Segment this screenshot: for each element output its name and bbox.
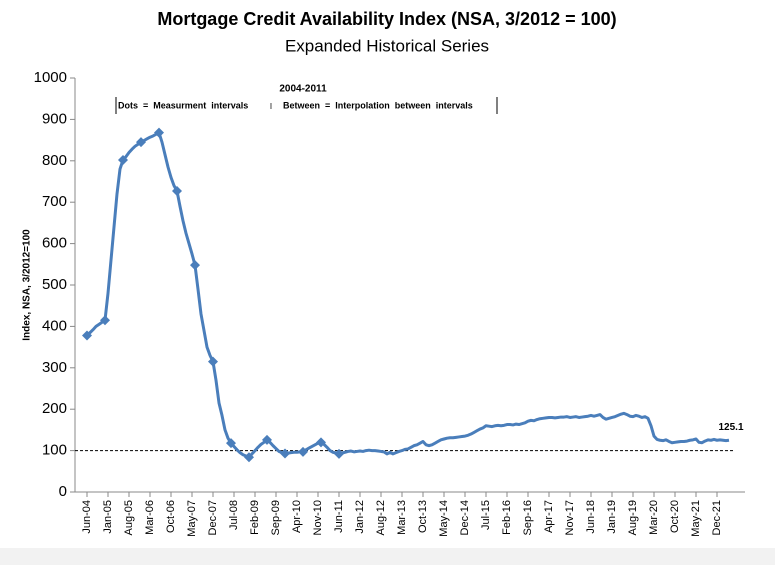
data-point: [100, 315, 110, 326]
data-point: [226, 438, 236, 449]
x-tick-label: Nov-10: [312, 500, 324, 535]
footer-band: [0, 548, 775, 565]
y-tick-label: 800: [42, 152, 67, 169]
data-point: [118, 154, 128, 165]
x-tick-label: Dec-21: [711, 500, 723, 535]
x-tick-label: Oct-06: [165, 500, 177, 533]
y-tick-label: 600: [42, 235, 67, 252]
y-tick-label: 200: [42, 400, 67, 417]
x-tick-label: Jul-08: [228, 500, 240, 530]
data-point: [262, 434, 272, 445]
value-label: 125.1: [718, 422, 743, 433]
x-tick-label: Jun-18: [585, 500, 597, 534]
y-tick-label: 100: [42, 442, 67, 459]
x-tick-label: Aug-12: [375, 500, 387, 535]
data-point: [136, 137, 146, 148]
x-tick-label: Oct-13: [417, 500, 429, 533]
x-tick-label: Oct-20: [669, 500, 681, 533]
annotation-text: Dots = Measurment intervals: [118, 100, 248, 110]
y-tick-label: 700: [42, 193, 67, 210]
x-tick-label: Feb-16: [501, 500, 513, 535]
data-point: [280, 448, 290, 459]
x-tick-label: Jan-05: [102, 500, 114, 534]
data-point: [82, 330, 92, 341]
data-point: [172, 186, 182, 197]
x-tick-label: Jun-11: [333, 500, 345, 533]
x-tick-label: Feb-09: [249, 500, 261, 535]
x-tick-label: May-21: [690, 500, 702, 537]
annotation-title: 2004-2011: [279, 84, 327, 95]
data-line: [85, 131, 730, 459]
y-tick-label: 500: [42, 276, 67, 293]
x-tick-label: Mar-20: [648, 500, 660, 535]
x-tick-label: Jun-04: [81, 500, 93, 534]
x-tick-label: Sep-16: [522, 500, 534, 535]
x-tick-label: Sep-09: [270, 500, 282, 535]
data-point: [208, 356, 218, 367]
y-tick-label: 0: [59, 483, 67, 500]
y-tick-label: 300: [42, 359, 67, 376]
data-point: [190, 260, 200, 271]
y-tick-label: 400: [42, 317, 67, 334]
x-tick-label: Mar-06: [144, 500, 156, 535]
data-point: [154, 127, 164, 138]
data-point: [244, 452, 254, 463]
y-tick-label: 1000: [34, 69, 67, 86]
data-point: [298, 446, 308, 457]
x-tick-label: Jul-15: [480, 500, 492, 530]
annotation-text: Between = Interpolation between interval…: [283, 100, 473, 110]
x-tick-label: Aug-19: [627, 500, 639, 535]
x-tick-label: Dec-14: [459, 500, 471, 535]
data-point: [316, 437, 326, 448]
x-tick-label: Jan-19: [606, 500, 618, 534]
data-point: [334, 448, 344, 459]
y-axis-label: Index, NSA, 3/2012=100: [22, 229, 33, 341]
x-tick-label: Nov-17: [564, 500, 576, 535]
x-tick-label: Apr-10: [291, 500, 303, 533]
chart-subtitle: Expanded Historical Series: [285, 36, 489, 55]
x-tick-label: Dec-07: [207, 500, 219, 535]
x-tick-label: Mar-13: [396, 500, 408, 535]
annotation-separator: I: [270, 102, 272, 111]
chart-title: Mortgage Credit Availability Index (NSA,…: [157, 9, 616, 29]
x-tick-label: May-07: [186, 500, 198, 537]
x-tick-label: Jan-12: [354, 500, 366, 534]
y-tick-label: 900: [42, 110, 67, 127]
x-tick-label: Aug-05: [123, 500, 135, 535]
x-tick-label: May-14: [438, 500, 450, 537]
x-tick-label: Apr-17: [543, 500, 555, 533]
